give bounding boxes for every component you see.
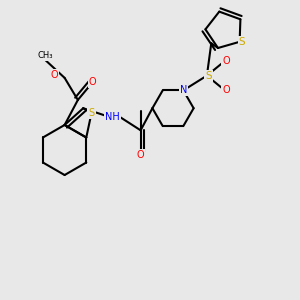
Text: S: S bbox=[88, 108, 94, 118]
Text: O: O bbox=[222, 85, 230, 95]
Text: O: O bbox=[50, 70, 58, 80]
Text: S: S bbox=[205, 71, 212, 81]
Text: N: N bbox=[180, 85, 187, 95]
Text: CH₃: CH₃ bbox=[38, 51, 53, 60]
Text: O: O bbox=[89, 77, 96, 87]
Text: S: S bbox=[239, 37, 245, 47]
Text: NH: NH bbox=[105, 112, 120, 122]
Text: O: O bbox=[222, 56, 230, 66]
Text: O: O bbox=[137, 150, 144, 160]
